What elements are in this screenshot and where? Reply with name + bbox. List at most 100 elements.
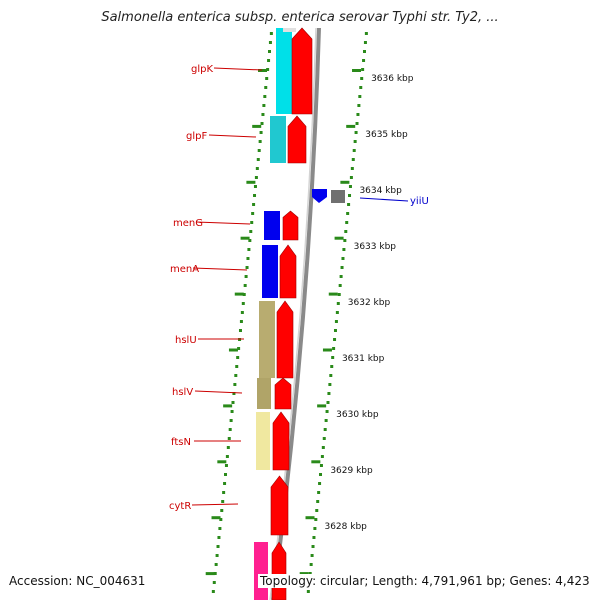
inner-tick bbox=[217, 536, 221, 539]
inner-tick bbox=[228, 428, 232, 431]
outer-tick bbox=[358, 95, 362, 98]
gene-feature bbox=[259, 301, 275, 378]
outer-tick bbox=[308, 572, 312, 575]
inner-tick bbox=[211, 590, 215, 593]
inner-tick bbox=[212, 581, 216, 584]
inner-tick bbox=[213, 572, 217, 575]
gene-label: ftsN bbox=[171, 437, 191, 448]
outer-tick bbox=[333, 338, 337, 341]
outer-tick bbox=[318, 482, 322, 485]
ruler-label: 3634 kbp bbox=[359, 186, 402, 196]
inner-tick bbox=[232, 392, 236, 395]
outer-major-tick bbox=[322, 348, 332, 352]
inner-tick bbox=[242, 293, 246, 296]
ruler-label: 3636 kbp bbox=[371, 74, 414, 84]
inner-tick bbox=[224, 464, 228, 467]
ruler-label: 3631 kbp bbox=[342, 354, 385, 364]
outer-major-tick bbox=[299, 572, 309, 576]
inner-tick bbox=[257, 149, 261, 152]
outer-major-tick bbox=[340, 180, 350, 184]
inner-tick bbox=[249, 230, 253, 233]
inner-tick bbox=[250, 221, 254, 224]
inner-tick bbox=[215, 554, 219, 557]
outer-tick bbox=[324, 419, 328, 422]
inner-tick bbox=[266, 68, 270, 71]
inner-tick bbox=[239, 320, 243, 323]
outer-major-tick bbox=[334, 236, 344, 240]
inner-tick bbox=[216, 545, 220, 548]
inner-tick bbox=[268, 50, 271, 53]
inner-major-tick bbox=[211, 516, 221, 520]
inner-tick bbox=[255, 167, 259, 170]
gene-feature bbox=[264, 211, 280, 240]
inner-tick bbox=[254, 176, 258, 179]
outer-tick bbox=[335, 311, 339, 314]
outer-tick bbox=[331, 356, 335, 359]
gene-label: hslU bbox=[175, 335, 197, 346]
ruler-label: 3628 kbp bbox=[324, 522, 367, 532]
outer-tick bbox=[329, 374, 333, 377]
inner-tick bbox=[238, 329, 242, 332]
inner-tick bbox=[263, 95, 267, 98]
inner-tick bbox=[219, 518, 223, 521]
inner-tick bbox=[251, 212, 255, 215]
inner-major-tick bbox=[234, 292, 244, 296]
outer-tick bbox=[316, 500, 320, 503]
outer-tick bbox=[336, 302, 340, 305]
inner-tick bbox=[225, 455, 229, 458]
outer-tick bbox=[328, 383, 332, 386]
ruler-label: 3635 kbp bbox=[365, 130, 408, 140]
inner-tick bbox=[248, 239, 252, 242]
outer-tick bbox=[364, 32, 368, 35]
outer-tick bbox=[344, 230, 348, 233]
outer-tick bbox=[341, 257, 345, 260]
inner-tick bbox=[267, 59, 271, 62]
inner-tick bbox=[236, 356, 240, 359]
inner-tick bbox=[227, 437, 231, 440]
outer-tick bbox=[326, 401, 330, 404]
outer-major-tick bbox=[352, 69, 362, 72]
accession-label: Accession: NC_004631 bbox=[9, 574, 146, 588]
outer-tick bbox=[313, 527, 317, 530]
inner-major-tick bbox=[252, 124, 262, 128]
inner-tick bbox=[218, 527, 222, 530]
inner-tick bbox=[224, 473, 228, 476]
inner-tick bbox=[262, 104, 266, 107]
inner-tick bbox=[222, 491, 226, 494]
cds-arrow bbox=[272, 411, 290, 471]
cds-arrow bbox=[279, 244, 297, 299]
inner-major-tick bbox=[258, 69, 268, 72]
outer-tick bbox=[338, 284, 342, 287]
outer-tick bbox=[360, 77, 364, 80]
ruler-label: 3630 kbp bbox=[336, 410, 379, 420]
gene-label: yiiU bbox=[410, 196, 429, 207]
inner-tick bbox=[214, 563, 218, 566]
outer-tick bbox=[322, 437, 326, 440]
outer-major-tick bbox=[317, 404, 327, 408]
label-leader bbox=[195, 221, 251, 225]
inner-tick bbox=[243, 284, 247, 287]
minus-strand-arrow bbox=[312, 189, 327, 203]
outer-tick bbox=[345, 221, 349, 224]
outer-tick bbox=[346, 212, 350, 215]
outer-major-tick bbox=[346, 124, 356, 128]
inner-major-tick bbox=[205, 572, 215, 576]
inner-major-tick bbox=[217, 460, 227, 464]
outer-tick bbox=[315, 509, 319, 512]
inner-tick bbox=[252, 203, 256, 206]
inner-tick bbox=[240, 311, 244, 314]
inner-tick bbox=[234, 374, 238, 377]
outer-tick bbox=[317, 491, 321, 494]
outer-tick bbox=[339, 275, 343, 278]
gene-feature bbox=[276, 28, 292, 114]
outer-tick bbox=[357, 104, 361, 107]
inner-tick bbox=[245, 266, 249, 269]
cds-arrow-partial bbox=[271, 541, 287, 600]
gene-feature bbox=[270, 116, 286, 163]
outer-tick bbox=[354, 131, 358, 134]
ruler-label: 3633 kbp bbox=[354, 242, 397, 252]
inner-major-tick bbox=[246, 180, 256, 184]
outer-tick bbox=[352, 149, 356, 152]
inner-tick bbox=[235, 365, 239, 368]
inner-tick bbox=[260, 122, 264, 125]
